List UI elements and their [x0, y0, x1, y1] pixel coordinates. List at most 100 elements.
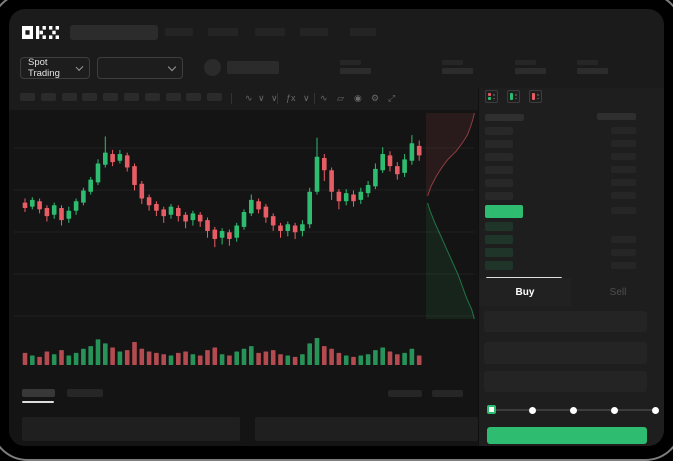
- settings-gear-icon[interactable]: ⚙: [371, 93, 380, 103]
- ask-row-price[interactable]: [485, 179, 513, 187]
- toolbar-button-placeholder[interactable]: [186, 93, 201, 101]
- candle-body: [168, 206, 174, 215]
- compare-icon[interactable]: ▱: [337, 93, 344, 103]
- ask-row-price[interactable]: [485, 127, 513, 135]
- bid-row-price[interactable]: [485, 222, 513, 231]
- ask-row-price[interactable]: [485, 153, 513, 161]
- timeframe-chevron-icon[interactable]: ∨: [271, 93, 278, 103]
- depth-overlay: [426, 112, 475, 320]
- volume-bar: [300, 354, 305, 365]
- toolbar-button-placeholder[interactable]: [82, 93, 97, 101]
- bid-row-price[interactable]: [485, 248, 513, 257]
- volume-bar: [358, 355, 364, 365]
- candle-body: [190, 213, 196, 221]
- ask-row-amount[interactable]: [611, 192, 636, 199]
- candle-body: [110, 154, 115, 163]
- volume-bar: [307, 343, 312, 365]
- book-combined-icon[interactable]: [485, 90, 498, 103]
- volume-bar: [66, 355, 72, 365]
- ask-row-amount[interactable]: [611, 127, 636, 134]
- toolbar-button-placeholder[interactable]: [103, 93, 118, 101]
- amount-slider-step-dot[interactable]: [651, 406, 659, 414]
- tab-buy[interactable]: Buy: [479, 278, 571, 306]
- ticker-stat-label-placeholder: [515, 60, 536, 65]
- fullscreen-icon[interactable]: ⤢: [388, 93, 396, 103]
- bid-row-amount[interactable]: [611, 262, 636, 269]
- ask-row-amount[interactable]: [611, 179, 636, 186]
- candle-body: [212, 229, 218, 240]
- bottom-tab-placeholder[interactable]: [67, 389, 103, 397]
- order-price-field[interactable]: [484, 311, 647, 332]
- candle-body: [336, 191, 342, 202]
- toolbar-button-placeholder[interactable]: [166, 93, 181, 101]
- book-asks-only-icon[interactable]: [529, 90, 542, 103]
- toolbar-button-placeholder[interactable]: [62, 93, 77, 101]
- line-tool-icon[interactable]: ∿: [320, 93, 328, 103]
- ask-row-price[interactable]: [485, 192, 513, 200]
- book-bids-only-icon[interactable]: [507, 90, 520, 103]
- bottom-action-placeholder[interactable]: [432, 390, 463, 397]
- nav-item-placeholder[interactable]: [165, 28, 193, 36]
- volume-bar: [103, 343, 108, 365]
- orderbook-spread-value: [611, 207, 636, 214]
- nav-item-placeholder[interactable]: [208, 28, 238, 36]
- candle-body: [351, 194, 356, 202]
- volume-bar: [373, 350, 378, 365]
- amount-slider-step-dot[interactable]: [528, 406, 536, 414]
- bottom-action-placeholder[interactable]: [388, 390, 422, 397]
- orderbook-last-price[interactable]: [485, 205, 523, 218]
- order-total-field[interactable]: [484, 371, 647, 392]
- amount-slider-step-dot[interactable]: [569, 406, 577, 414]
- indicators-icon[interactable]: ƒx: [286, 93, 296, 103]
- ask-row-amount[interactable]: [611, 166, 636, 173]
- indicators-chevron-icon[interactable]: ∨: [303, 93, 310, 103]
- volume-bar: [190, 354, 196, 365]
- amount-slider-step-dot[interactable]: [610, 406, 618, 414]
- candle-style-icon[interactable]: ∿: [245, 93, 253, 103]
- market-type-label: Spot Trading: [28, 57, 60, 79]
- bid-row-price[interactable]: [485, 235, 513, 244]
- nav-item-placeholder[interactable]: [350, 28, 376, 36]
- volume-bar: [205, 350, 210, 365]
- candlestick-chart[interactable]: [14, 110, 474, 375]
- candle-body: [81, 190, 86, 203]
- ask-row-amount[interactable]: [611, 153, 636, 160]
- bid-row-price[interactable]: [485, 261, 513, 270]
- search-bar-placeholder[interactable]: [70, 25, 158, 40]
- candle-body: [322, 158, 327, 171]
- candle-body: [176, 208, 181, 217]
- ask-row-amount[interactable]: [611, 140, 636, 147]
- bottom-tab-active-placeholder[interactable]: [22, 389, 55, 397]
- candle-body: [380, 154, 385, 171]
- ticker-stat-value-placeholder: [577, 68, 608, 74]
- toolbar-button-placeholder[interactable]: [145, 93, 160, 101]
- toolbar-button-placeholder[interactable]: [124, 93, 139, 101]
- ask-row-price[interactable]: [485, 166, 513, 174]
- ask-row-price[interactable]: [485, 140, 513, 148]
- volume-bar: [117, 351, 123, 365]
- order-amount-field[interactable]: [484, 342, 647, 364]
- bottom-content-row: [255, 417, 478, 441]
- bid-row-amount[interactable]: [611, 236, 636, 243]
- market-type-dropdown[interactable]: Spot Trading: [20, 57, 90, 79]
- toolbar-button-placeholder[interactable]: [20, 93, 35, 101]
- bid-row-amount[interactable]: [611, 249, 636, 256]
- pair-selector-dropdown[interactable]: [97, 57, 183, 79]
- nav-item-placeholder[interactable]: [255, 28, 285, 36]
- ticker-stat-label-placeholder: [577, 60, 598, 65]
- buy-submit-button[interactable]: [487, 427, 647, 444]
- toolbar-button-placeholder[interactable]: [41, 93, 56, 101]
- candle-body: [117, 154, 123, 161]
- toolbar-button-placeholder[interactable]: [207, 93, 222, 101]
- amount-slider-handle[interactable]: [487, 405, 496, 414]
- nav-item-placeholder[interactable]: [300, 28, 328, 36]
- candle-body: [37, 201, 42, 210]
- volume-bar: [365, 354, 371, 365]
- snapshot-camera-icon[interactable]: ◉: [354, 93, 362, 103]
- candle-body: [300, 224, 305, 231]
- toolbar-divider: [314, 93, 315, 104]
- candle-style-chevron-icon[interactable]: ∨: [258, 93, 265, 103]
- candle-body: [365, 185, 371, 194]
- candle-body: [227, 232, 232, 240]
- tab-sell[interactable]: Sell: [571, 278, 664, 306]
